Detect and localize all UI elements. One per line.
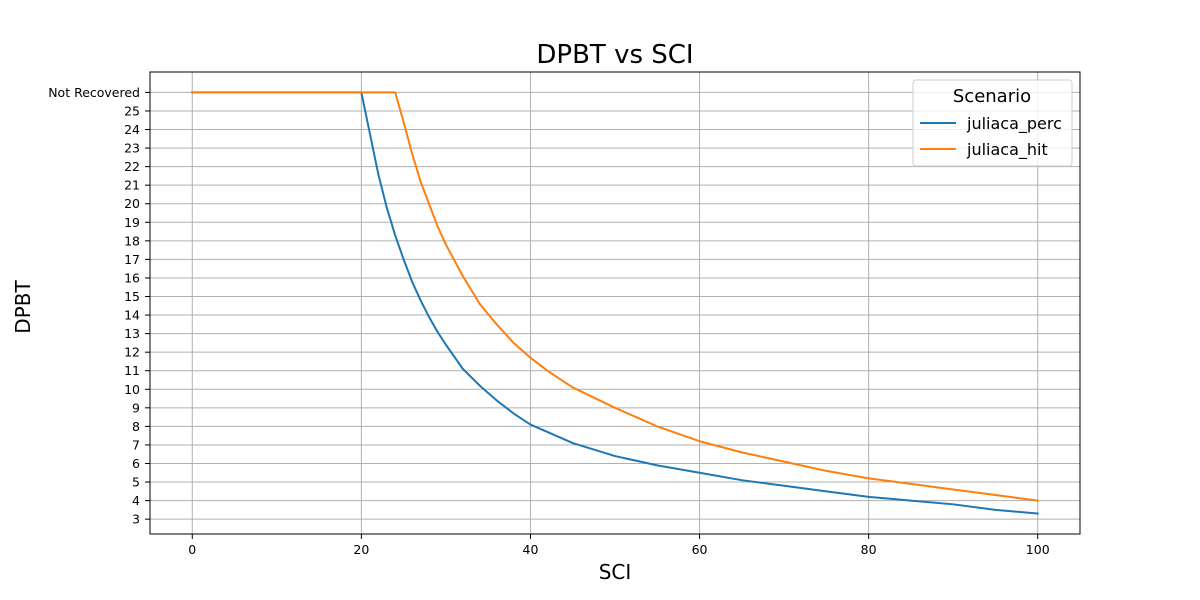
x-axis-title: SCI <box>599 560 632 584</box>
legend-label-juliaca-hit: juliaca_hit <box>966 140 1048 160</box>
y-tick-label: 13 <box>124 326 140 341</box>
y-tick-label: 15 <box>124 289 140 304</box>
y-axis-title: DPBT <box>11 280 35 334</box>
y-tick-label: 4 <box>132 493 140 508</box>
y-tick-label: 10 <box>124 382 140 397</box>
series-line-juliaca-perc <box>191 91 1039 515</box>
series-lines <box>191 91 1039 515</box>
y-tick-label: 7 <box>132 437 140 452</box>
y-tick-label: 22 <box>124 159 140 174</box>
grid-lines <box>150 72 1080 534</box>
y-tick-label: 8 <box>132 419 140 434</box>
legend: Scenario juliaca_perc juliaca_hit <box>912 79 1073 167</box>
legend-label-juliaca-perc: juliaca_perc <box>966 114 1062 134</box>
y-tick-label: 19 <box>124 215 140 230</box>
y-tick-label: 20 <box>124 196 140 211</box>
legend-title: Scenario <box>953 86 1031 107</box>
legend-box <box>912 79 1073 167</box>
y-tick-label: 12 <box>124 345 140 360</box>
x-tick-label: 0 <box>188 542 196 557</box>
y-tick-label: 11 <box>124 363 140 378</box>
y-tick-label: 9 <box>132 400 140 415</box>
y-tick-label: 21 <box>124 178 140 193</box>
y-tick-label: 14 <box>124 308 140 323</box>
y-tick-label: 5 <box>132 475 140 490</box>
y-tick-label: 3 <box>132 512 140 527</box>
y-tick-label: 18 <box>124 233 140 248</box>
y-tick-label: Not Recovered <box>48 85 140 100</box>
y-tick-label: 25 <box>124 103 140 118</box>
chart-title: DPBT vs SCI <box>536 40 693 70</box>
x-tick-label: 40 <box>523 542 539 557</box>
y-tick-label: 24 <box>124 122 140 137</box>
x-tick-label: 60 <box>692 542 708 557</box>
x-tick-label: 20 <box>353 542 369 557</box>
y-tick-label: 6 <box>132 456 140 471</box>
x-tick-label: 100 <box>1026 542 1050 557</box>
x-tick-label: 80 <box>861 542 877 557</box>
series-line-juliaca-hit <box>191 91 1039 502</box>
y-tick-label: 17 <box>124 252 140 267</box>
plot-frame <box>149 71 1081 535</box>
y-tick-label: 23 <box>124 141 140 156</box>
y-tick-label: 16 <box>124 270 140 285</box>
axis-ticks: 0 20 40 60 80 100 3 4 5 6 7 8 9 10 11 12 13 14 15 16 17 18 19 2… <box>48 85 1050 557</box>
